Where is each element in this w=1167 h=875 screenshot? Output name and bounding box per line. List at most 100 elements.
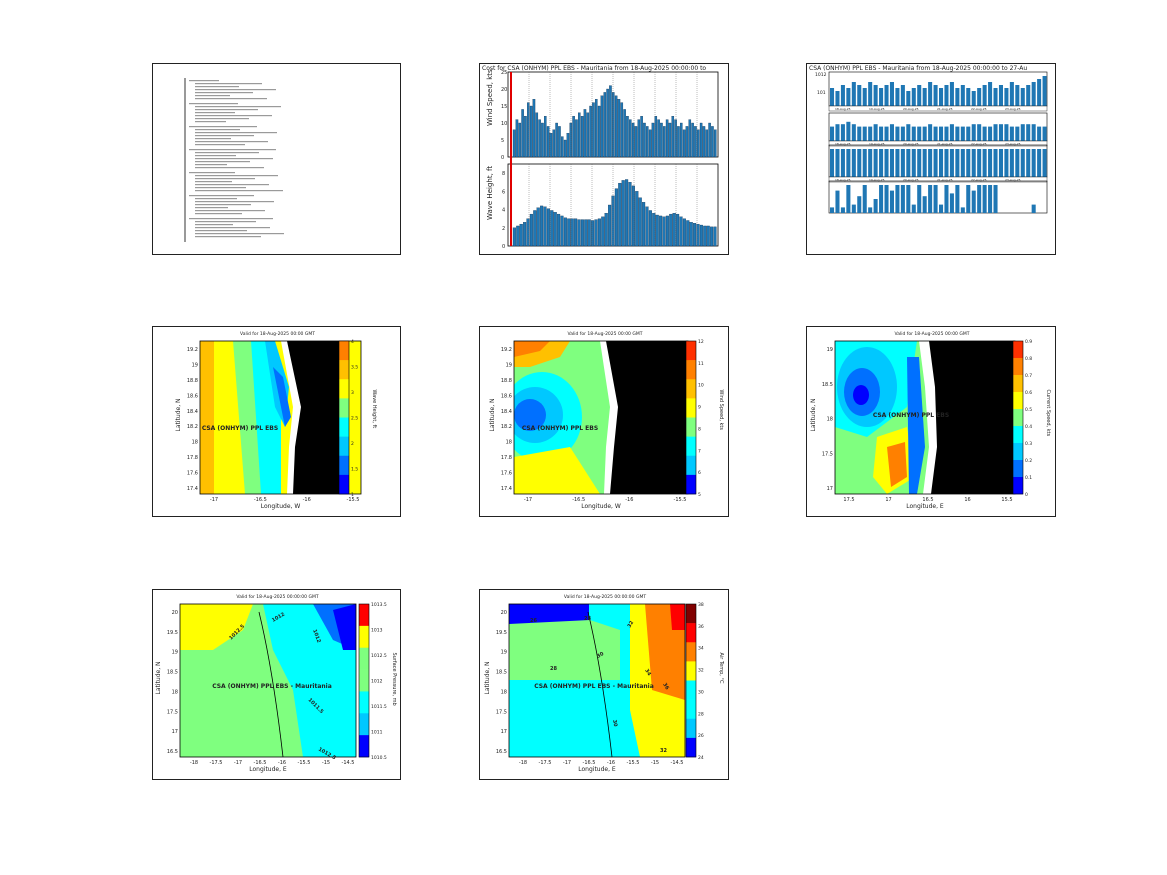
multibar-bar xyxy=(911,126,916,141)
wind-bar xyxy=(515,119,519,158)
wind-bar xyxy=(705,129,709,158)
map-ytick-label: 18.2 xyxy=(187,424,198,430)
multibar-date-strip xyxy=(828,176,1048,183)
timeseries-panel: Cost for CSA (ONHYM) PPL EBS - Mauritani… xyxy=(479,63,729,255)
colorbar-segment xyxy=(359,691,369,714)
multibar-bar xyxy=(906,185,911,213)
multibar-bar xyxy=(1031,204,1036,213)
multibar-date-label: 21-Aug-25 xyxy=(937,142,953,146)
doc-line xyxy=(189,218,273,220)
multibar-panel: CSA (ONHYM) PPL EBS - Mauritania from 18… xyxy=(806,63,1056,255)
multibar-bar xyxy=(857,126,862,141)
multibar-bar xyxy=(955,149,960,177)
map-wind: Valid for 18-Aug-2025 00:00 GMT CSA (ONHY… xyxy=(489,331,724,510)
wind-bar xyxy=(518,122,522,158)
wave-bar xyxy=(669,213,673,247)
wave-bar xyxy=(631,185,635,247)
multibar-bar xyxy=(1015,126,1020,141)
multibar-bar xyxy=(993,149,998,177)
multibar-bar xyxy=(911,149,916,177)
field-band xyxy=(180,604,253,650)
map-ytick-label: 17.5 xyxy=(822,451,833,457)
wind-bar xyxy=(688,119,692,158)
multibar-date-label: 23-Aug-25 xyxy=(1005,107,1021,111)
wave-bar xyxy=(580,219,584,247)
map-xtick-label: -16.5 xyxy=(254,760,267,766)
wind-bar xyxy=(620,102,624,158)
multibar-bar xyxy=(846,185,851,213)
contour-label: 32 xyxy=(660,748,667,754)
multibar-bar xyxy=(993,185,998,213)
multibar-bar xyxy=(917,149,922,177)
colorbar-segment xyxy=(359,713,369,736)
map-xtick-label: -17 xyxy=(524,497,532,503)
multibar-ytick: 101 xyxy=(817,90,826,96)
multibar-bar xyxy=(862,126,867,141)
multibar-bar xyxy=(895,126,900,141)
multibar-bar xyxy=(846,88,851,106)
multibar-date-label: 18-Aug-25 xyxy=(835,142,851,146)
map-ytick-label: 18 xyxy=(192,440,198,446)
map-ytick-label: 17 xyxy=(827,486,833,492)
wind-bar xyxy=(634,126,638,158)
map-xtick-label: -15 xyxy=(651,760,659,766)
doc-line xyxy=(195,221,256,223)
map-xtick-label: -16.5 xyxy=(583,760,596,766)
map-xlabel: Longitude, W xyxy=(581,503,621,510)
doc-line xyxy=(195,115,272,117)
wind-bar xyxy=(597,105,601,158)
colorbar-segment xyxy=(686,699,696,720)
colorbar-segment xyxy=(359,735,369,758)
map-ytick-label: 18.5 xyxy=(496,670,507,676)
multibar-bar xyxy=(840,149,845,177)
map-xlabel: Longitude, E xyxy=(249,766,287,773)
multibar-date-label: 22-Aug-25 xyxy=(971,178,987,182)
wind-bar xyxy=(629,119,632,158)
coastline xyxy=(587,611,613,757)
wind-bar xyxy=(617,99,621,158)
doc-line xyxy=(189,126,257,128)
colorbar-segment xyxy=(359,604,369,627)
map-ytick-label: 18.8 xyxy=(187,378,198,384)
map-wave: Valid for 18-Aug-2025 00:00 GMT CSA (ONHY… xyxy=(175,331,377,510)
multibar-bar xyxy=(982,85,987,106)
multibar-bar xyxy=(1026,85,1031,106)
colorbar-segment xyxy=(686,436,696,457)
wind-bar xyxy=(708,122,711,158)
map-ytick-label: 18 xyxy=(501,689,507,695)
doc-line xyxy=(195,164,227,166)
contour-label: 36 xyxy=(661,682,670,691)
map-ytick-label: 17.5 xyxy=(496,709,507,715)
wind-bar xyxy=(563,139,567,158)
wind-bar xyxy=(541,122,544,158)
colorbar-segment xyxy=(686,474,696,495)
colorbar-tick-label: 24 xyxy=(698,755,704,761)
wind-bar xyxy=(702,126,706,158)
colorbar-tick-label: 10 xyxy=(698,383,704,389)
map-title: Valid for 18-Aug-2025 00:00:00 GMT xyxy=(564,594,646,600)
wind-bar xyxy=(549,133,553,158)
map-ytick-label: 19.2 xyxy=(501,347,512,353)
wave-bar xyxy=(662,216,666,247)
doc-line xyxy=(195,201,274,203)
map-title: Valid for 18-Aug-2025 00:00:00 GMT xyxy=(236,594,318,600)
field-band xyxy=(200,341,214,494)
wave-bar xyxy=(536,207,540,247)
colorbar-frame xyxy=(685,340,697,495)
colorbar-tick-label: 9 xyxy=(698,405,701,411)
wave-bar xyxy=(638,197,642,247)
map-field xyxy=(514,341,688,494)
multibar-bar xyxy=(862,185,867,213)
doc-line xyxy=(189,103,238,105)
multibar-bar xyxy=(889,124,894,141)
site-label: CSA (ONHYM) PPL EBS xyxy=(522,425,598,432)
multibar-bar xyxy=(840,207,845,213)
multibar-bar xyxy=(1020,88,1025,106)
colorbar-segment xyxy=(339,417,349,437)
doc-line xyxy=(195,83,262,85)
colorbar-tick-label: 7 xyxy=(698,448,701,454)
multibar-date-label: 23-Aug-25 xyxy=(1005,142,1021,146)
colorbar-segment xyxy=(686,398,696,418)
multibar-date-label: 20-Aug-25 xyxy=(903,142,919,146)
multibar-bar xyxy=(906,149,911,177)
